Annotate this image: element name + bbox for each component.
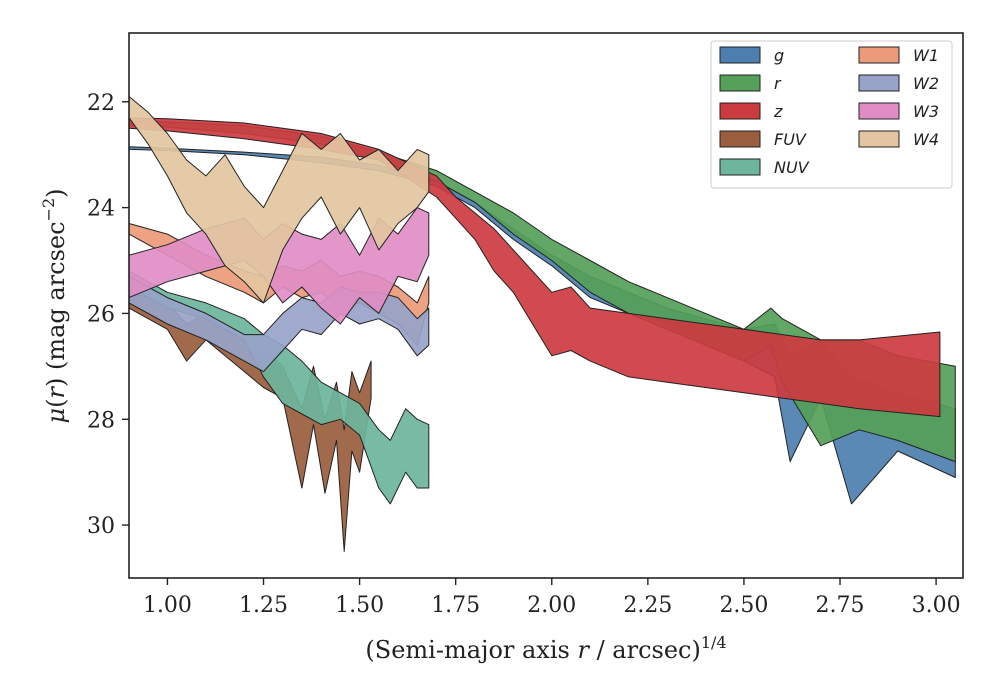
legend-label-g: g — [774, 46, 784, 65]
legend-swatch-fuv — [719, 130, 761, 148]
band-z — [128, 117, 941, 418]
legend-swatch-w4 — [858, 130, 900, 148]
x-axis: 1.00 1.25 1.50 1.75 2.00 2.25 2.50 2.75 3.00 — [143, 578, 961, 618]
x-axis-label: (Semi-major axis r / arcsec)1/4 — [365, 633, 726, 664]
axes-frame — [128, 32, 964, 579]
x-tick-label: 2.75 — [816, 593, 865, 618]
band-r — [128, 119, 956, 463]
legend-label-r: r — [774, 74, 782, 93]
legend-label-fuv: FUV — [774, 130, 807, 149]
band-w4 — [128, 96, 430, 304]
legend: grz FUV NUV W1 W2 W3 W4 — [710, 40, 953, 189]
x-tick-label: 1.00 — [143, 593, 192, 618]
x-tick-label: 2.25 — [623, 593, 672, 618]
x-tick-label: 2.50 — [719, 593, 768, 618]
x-tick-label: 1.75 — [431, 593, 480, 618]
legend-swatch-r — [719, 74, 761, 92]
x-tick-label: 1.50 — [335, 593, 384, 618]
legend-swatch-w2 — [858, 74, 900, 92]
y-tick-label: 30 — [87, 514, 115, 539]
legend-swatch-g — [719, 46, 761, 64]
x-tick-label: 2.00 — [527, 593, 576, 618]
legend-label-nuv: NUV — [774, 158, 810, 177]
legend-label-w1: W1 — [913, 46, 939, 65]
y-tick-label: 28 — [87, 408, 115, 433]
legend-swatch-nuv — [719, 158, 761, 176]
legend-swatch-z — [719, 102, 761, 120]
y-tick-label: 24 — [87, 197, 115, 222]
legend-label-w4: W4 — [913, 130, 939, 149]
y-tick-label: 26 — [87, 302, 115, 327]
x-tick-label: 3.00 — [912, 593, 961, 618]
legend-label-w3: W3 — [913, 102, 939, 121]
legend-swatch-w3 — [858, 102, 900, 120]
y-axis-label: μ(r) (mag arcsec−2) — [39, 188, 70, 423]
x-tick-label: 1.25 — [239, 593, 288, 618]
legend-swatch-w1 — [858, 46, 900, 64]
y-axis: 22 24 26 28 30 — [87, 91, 129, 539]
legend-label-z: z — [773, 102, 783, 121]
plot-areas — [128, 96, 956, 552]
y-tick-label: 22 — [87, 91, 115, 116]
legend-label-w2: W2 — [913, 74, 939, 93]
